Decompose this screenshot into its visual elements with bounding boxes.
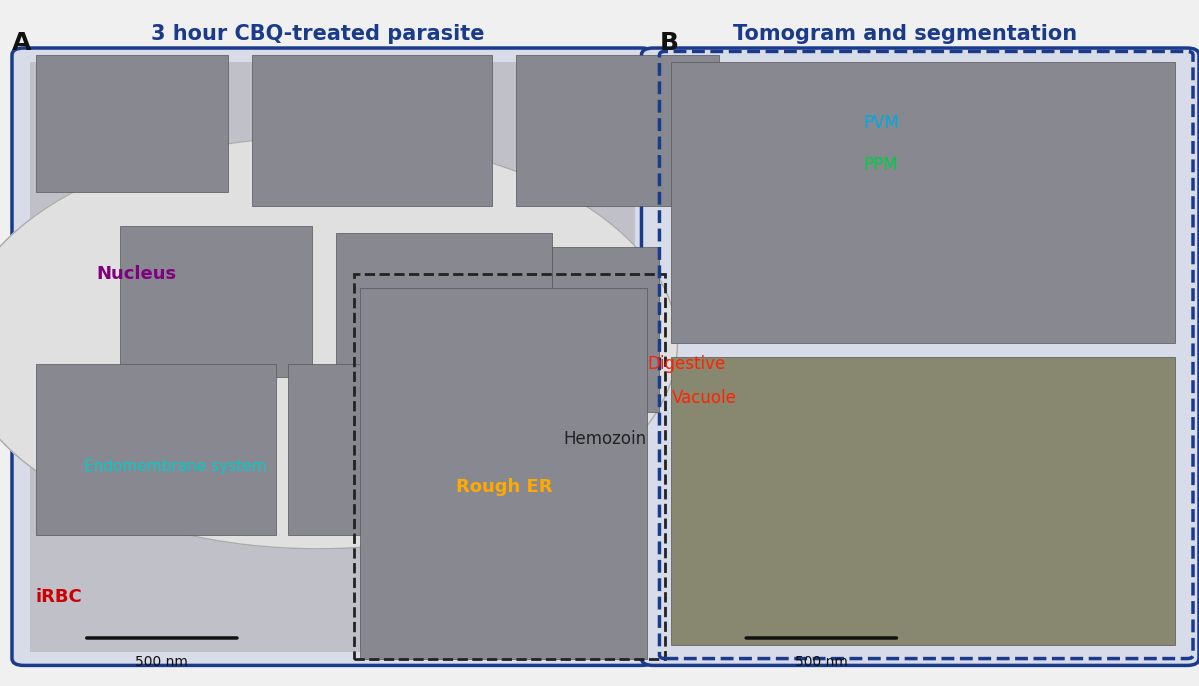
Text: Rough ER: Rough ER: [456, 478, 552, 496]
FancyBboxPatch shape: [641, 48, 1199, 665]
Bar: [36, 55, 228, 192]
Text: iRBC: iRBC: [36, 588, 83, 606]
Text: Nucleus: Nucleus: [96, 265, 176, 283]
Bar: [552, 247, 659, 412]
Text: PPM: PPM: [863, 156, 898, 174]
Text: PVM: PVM: [863, 115, 899, 132]
Bar: [354, 274, 665, 659]
Bar: [671, 62, 1175, 343]
FancyBboxPatch shape: [12, 48, 653, 665]
Circle shape: [0, 137, 677, 549]
Bar: [36, 364, 276, 535]
Text: Vacuole: Vacuole: [671, 389, 736, 407]
Bar: [671, 357, 1175, 645]
Bar: [30, 62, 635, 652]
Bar: [516, 55, 719, 206]
Bar: [360, 288, 647, 659]
Text: Tomogram and segmentation: Tomogram and segmentation: [733, 24, 1078, 44]
Text: Endomembrane system: Endomembrane system: [84, 459, 266, 474]
Bar: [252, 55, 492, 206]
Text: 3 hour CBQ-treated parasite: 3 hour CBQ-treated parasite: [151, 24, 484, 44]
Text: Hemozoin: Hemozoin: [564, 430, 646, 448]
Text: A: A: [12, 31, 31, 55]
Text: 500 nm: 500 nm: [135, 655, 188, 669]
Bar: [336, 233, 552, 384]
Bar: [120, 226, 312, 377]
Text: 500 nm: 500 nm: [795, 655, 848, 669]
Text: B: B: [659, 31, 679, 55]
Bar: [288, 364, 504, 535]
Text: Digestive: Digestive: [647, 355, 725, 372]
